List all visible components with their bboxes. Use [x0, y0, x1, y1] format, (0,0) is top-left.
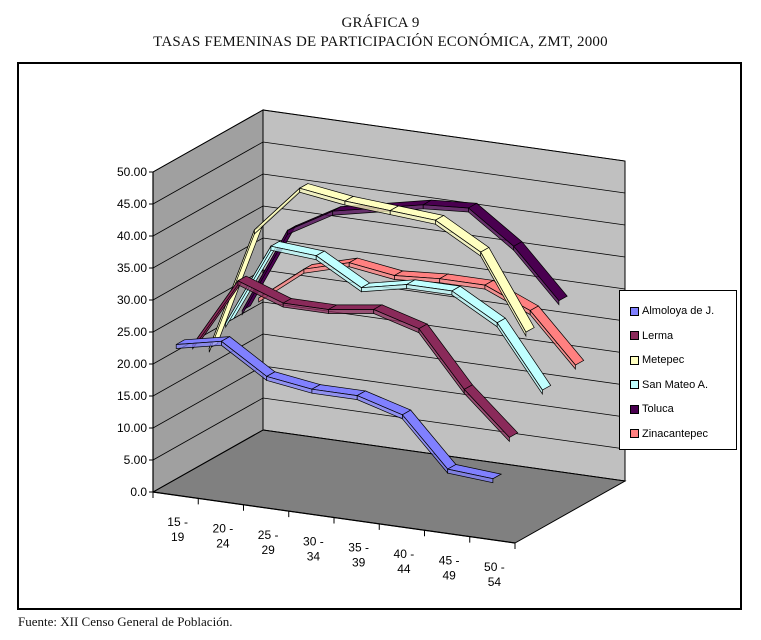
y-tick-label: 45.00 [117, 197, 147, 211]
gridline [152, 141, 626, 205]
legend-label: Zinacantepec [642, 427, 709, 440]
y-axis: 0.0 5.00 10.00 15.00 20.00 25.00 30.00 35.00 40.… [117, 165, 154, 499]
legend-label: San Mateo A. [642, 378, 709, 391]
x-tick-label: 50 -54 [484, 560, 505, 589]
legend-label: Almoloya de J. [642, 305, 715, 318]
x-tick-label: 20 -24 [213, 522, 234, 551]
gridline [152, 333, 626, 397]
gridline [152, 237, 626, 301]
ribbon-segment [327, 304, 384, 310]
chart-number: GRÁFICA 9 [341, 15, 420, 31]
gridline [152, 269, 626, 333]
series-almoloya-de-j [175, 336, 503, 484]
legend: Almoloya de J. Lerma Metepec San Mateo A. To… [619, 290, 737, 450]
ribbon-edge [447, 468, 494, 484]
y-tick-label: 30.00 [117, 293, 147, 307]
plot-frame [17, 62, 742, 610]
y-tick-label: 10.00 [117, 421, 147, 435]
series-ribbons [175, 183, 585, 484]
legend-item: Almoloya de J. [630, 299, 736, 324]
chart-heading: GRÁFICA 9 TASAS FEMENINAS DE PARTICIPACI… [0, 14, 761, 52]
y-tick-label: 40.00 [117, 229, 147, 243]
y-tick-label: 25.00 [117, 325, 147, 339]
y-tick-label: 35.00 [117, 261, 147, 275]
ribbon-edge [513, 245, 560, 306]
legend-swatch [630, 331, 639, 341]
ribbon-edge [328, 309, 375, 314]
ribbon-edge [496, 321, 543, 396]
legend-label: Lerma [642, 329, 674, 342]
y-tick-label: 0.0 [130, 485, 147, 499]
x-tick-label: 40 -44 [394, 547, 415, 576]
legend-item: Metepec [630, 348, 736, 373]
x-tick-label: 25 -29 [258, 528, 279, 557]
source-note: Fuente: XII Censo General de Población. [18, 614, 233, 629]
legend-swatch [630, 404, 639, 414]
legend-item: Zinacantepec [630, 422, 736, 447]
x-tick-label: 30 -34 [303, 534, 324, 563]
legend-label: Metepec [642, 354, 685, 367]
y-tick-label: 5.00 [124, 453, 148, 467]
legend-swatch [630, 306, 639, 316]
chart-title: TASAS FEMENINAS DE PARTICIPACIÓN ECONÓMI… [153, 34, 608, 50]
y-tick-label: 20.00 [117, 357, 147, 371]
y-tick-label: 50.00 [117, 165, 147, 179]
ribbon-edge [529, 309, 576, 370]
series-lerma [192, 275, 519, 443]
legend-item: San Mateo A. [630, 373, 736, 398]
y-tick-label: 15.00 [117, 389, 147, 403]
legend-item: Toluca [630, 397, 736, 422]
x-tick-label: 35 -39 [348, 541, 369, 570]
x-tick-label: 15 -19 [167, 515, 188, 544]
gridline [152, 429, 626, 493]
gridline [152, 173, 626, 237]
legend-item: Lerma [630, 324, 736, 349]
gridline [152, 109, 626, 173]
legend-label: Toluca [642, 403, 674, 416]
legend-swatch [630, 380, 639, 390]
ribbon-edge [463, 388, 510, 443]
x-tick-label: 45 -49 [439, 553, 460, 582]
legend-swatch [630, 429, 639, 439]
ribbon-edge [480, 250, 527, 338]
legend-swatch [630, 355, 639, 365]
x-axis: 15 -19 20 -24 25 -29 30 -34 35 -39 40 -44 45 -… [152, 491, 516, 589]
